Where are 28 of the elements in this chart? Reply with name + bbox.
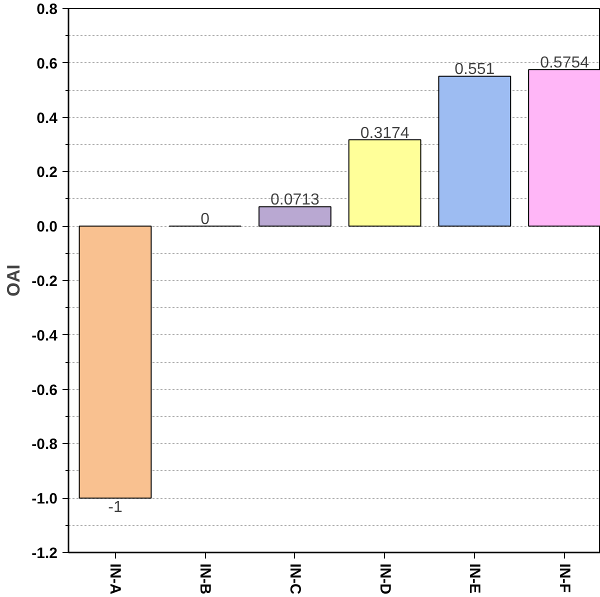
x-tick-label: IN-A	[106, 564, 124, 594]
y-tick-label: 0.8	[36, 1, 58, 18]
x-tick-label: IN-F	[556, 564, 574, 593]
y-tick-label: -0.6	[32, 382, 58, 399]
y-tick-label: 0.6	[36, 55, 58, 72]
y-axis-title: OAI	[4, 264, 24, 296]
y-tick-label: 0.0	[36, 218, 58, 236]
x-tick-label: IN-E	[466, 564, 484, 594]
y-tick-label: 0.4	[36, 110, 58, 127]
bar	[78, 226, 152, 499]
data-label: 0.3174	[360, 124, 410, 142]
x-tick-label: IN-C	[286, 564, 304, 594]
data-label: -1	[108, 499, 122, 516]
data-label: 0.0713	[270, 192, 320, 209]
data-label: 0.5754	[540, 54, 590, 72]
y-tick-label: 0.2	[36, 164, 58, 182]
y-tick-label: -0.2	[32, 273, 58, 290]
y-tick-label: -1.0	[32, 490, 58, 508]
y-tick-label: -1.2	[32, 545, 58, 562]
x-tick-label: IN-D	[376, 564, 394, 594]
data-label: 0	[200, 211, 210, 228]
bar	[348, 139, 422, 227]
data-label: 0.551	[454, 61, 495, 78]
y-tick-label: -0.8	[32, 436, 58, 454]
bar	[258, 206, 332, 227]
y-tick-label: -0.4	[32, 327, 58, 344]
x-tick-label: IN-B	[196, 564, 214, 594]
bar	[438, 76, 512, 227]
